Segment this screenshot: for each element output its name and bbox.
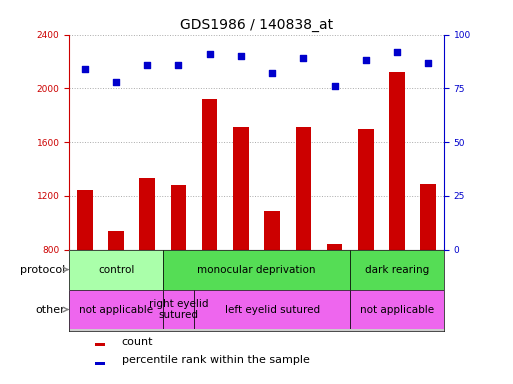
Point	[237, 53, 245, 59]
Bar	[69, 250, 163, 290]
Point	[81, 66, 89, 72]
Bar	[358, 129, 373, 250]
Bar	[350, 250, 444, 290]
Bar	[389, 72, 405, 250]
Text: percentile rank within the sample: percentile rank within the sample	[122, 356, 309, 366]
Bar	[95, 362, 105, 365]
Bar	[350, 290, 444, 329]
Bar	[295, 127, 311, 250]
Text: count: count	[122, 336, 153, 346]
Bar	[140, 178, 155, 250]
Text: monocular deprivation: monocular deprivation	[198, 265, 315, 275]
Text: protocol: protocol	[20, 265, 66, 275]
Bar	[194, 290, 350, 329]
Point	[362, 57, 370, 63]
Point	[206, 51, 214, 57]
Point	[268, 70, 276, 76]
Text: left eyelid sutured: left eyelid sutured	[225, 305, 320, 314]
Point	[174, 61, 183, 68]
Text: control: control	[98, 265, 134, 275]
Bar	[77, 190, 93, 250]
Text: not applicable: not applicable	[360, 305, 434, 314]
Bar	[95, 343, 105, 346]
Bar	[108, 231, 124, 250]
Bar	[233, 127, 249, 250]
Bar	[327, 244, 342, 250]
Bar	[420, 184, 436, 250]
Point	[299, 55, 307, 61]
Text: dark rearing: dark rearing	[365, 265, 429, 275]
Point	[330, 83, 339, 89]
Title: GDS1986 / 140838_at: GDS1986 / 140838_at	[180, 18, 333, 32]
Text: right eyelid
sutured: right eyelid sutured	[149, 299, 208, 320]
Bar	[264, 211, 280, 250]
Point	[393, 49, 401, 55]
Bar	[163, 290, 194, 329]
Bar	[171, 185, 186, 250]
Text: other: other	[36, 305, 66, 314]
Point	[143, 61, 151, 68]
Bar	[69, 290, 163, 329]
Point	[424, 60, 432, 66]
Bar	[202, 99, 218, 250]
Text: not applicable: not applicable	[79, 305, 153, 314]
Point	[112, 79, 120, 85]
Bar	[163, 250, 350, 290]
